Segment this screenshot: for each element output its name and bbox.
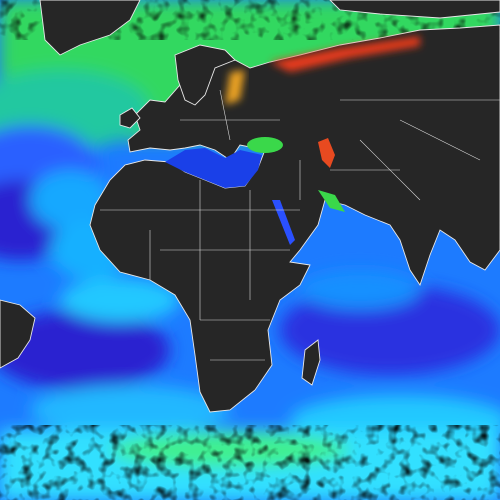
south-america	[0, 299, 36, 369]
baltic-sea	[225, 70, 245, 105]
country-borders	[100, 89, 500, 361]
persian-gulf	[318, 190, 345, 212]
arctic-islands	[329, 0, 500, 19]
british-isles	[119, 107, 141, 129]
arctic-coast-bloom	[270, 36, 420, 72]
red-sea	[272, 200, 295, 245]
scandinavia	[174, 44, 236, 106]
caspian-sea	[318, 138, 335, 168]
mediterranean	[165, 148, 262, 188]
black-sea	[247, 137, 283, 153]
eurasia-africa	[89, 24, 500, 413]
greenland	[39, 0, 141, 56]
southern-speckle	[0, 425, 500, 500]
madagascar	[301, 339, 321, 386]
